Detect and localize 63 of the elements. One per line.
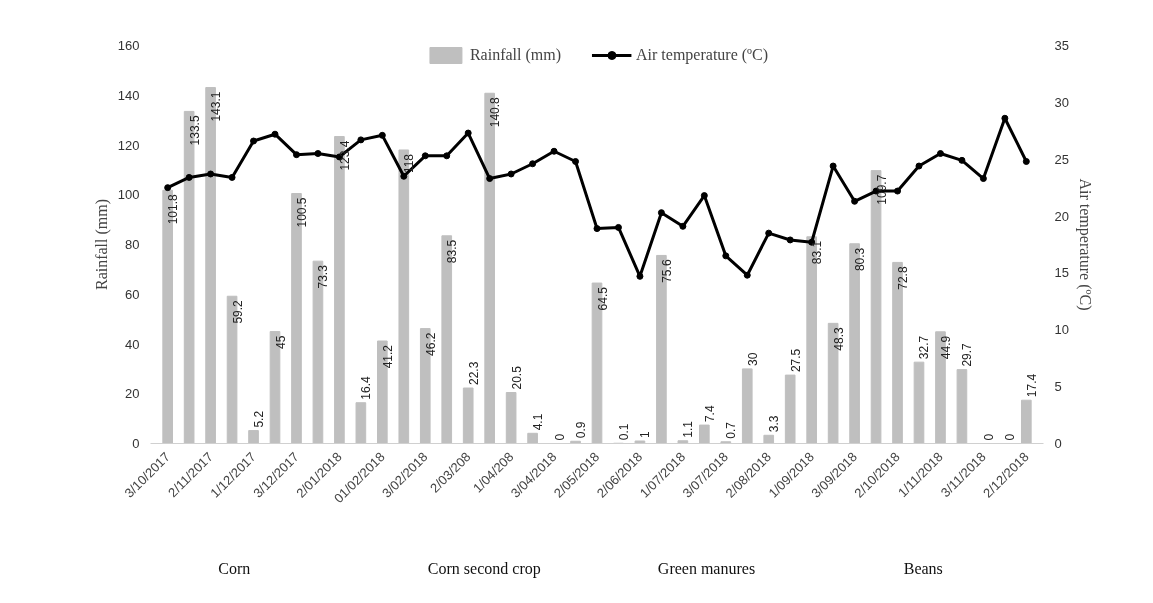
data-label: 143.1 xyxy=(209,91,224,122)
y-tick-label: 140 xyxy=(117,87,140,103)
data-label: 72.8 xyxy=(896,266,911,290)
data-label: 1 xyxy=(638,431,653,439)
data-label: 101.8 xyxy=(166,193,181,225)
data-label: 22.3 xyxy=(466,361,481,386)
data-label: 64.5 xyxy=(595,286,610,311)
data-label: 1.1 xyxy=(681,420,696,438)
data-label: 46.2 xyxy=(423,332,438,356)
data-label: 83.5 xyxy=(445,239,460,264)
data-label: 16.4 xyxy=(359,376,374,400)
data-label: 133.5 xyxy=(187,115,202,146)
data-label: 44.9 xyxy=(938,335,953,360)
data-label: 5.2 xyxy=(252,410,267,428)
y2-tick-label: 10 xyxy=(1054,322,1069,338)
y2-axis-title: Air temperature (ºC) xyxy=(1075,178,1094,311)
y-tick-label: 160 xyxy=(117,38,140,53)
y2-tick-label: 0 xyxy=(1054,436,1062,451)
y2-tick-label: 30 xyxy=(1054,94,1069,110)
y-tick-label: 20 xyxy=(125,386,140,402)
data-label: 80.3 xyxy=(853,247,868,272)
text: Corn xyxy=(218,560,251,577)
data-label: 75.6 xyxy=(659,259,674,283)
y2-tick-label: 15 xyxy=(1054,265,1069,281)
text: Green manures xyxy=(657,560,756,577)
y2-tick-label: 25 xyxy=(1054,151,1069,167)
data-label: 4.1 xyxy=(531,413,546,431)
text: Corn second crop xyxy=(427,560,541,578)
y2-tick-label: 5 xyxy=(1054,379,1062,395)
data-label: 0.9 xyxy=(574,421,589,439)
data-label: 83.1 xyxy=(810,240,825,265)
y2-tick-label: 35 xyxy=(1054,38,1069,53)
data-label: 7.4 xyxy=(702,405,717,423)
data-label: 48.3 xyxy=(831,327,846,351)
data-label: 20.5 xyxy=(509,365,524,390)
data-label: 30 xyxy=(745,352,760,366)
data-label: 73.3 xyxy=(316,264,331,289)
data-label: 27.5 xyxy=(788,348,803,373)
y-tick-label: 60 xyxy=(125,286,140,302)
data-label: 29.7 xyxy=(960,342,975,367)
legend-label: Rainfall (mm) xyxy=(469,46,562,64)
data-label: 32.7 xyxy=(917,335,932,360)
legend-label: Air temperature (ºC) xyxy=(636,46,769,64)
y-tick-label: 80 xyxy=(125,237,140,252)
data-label: 100.5 xyxy=(294,197,309,228)
y2-tick-label: 20 xyxy=(1054,208,1069,224)
data-label: 0 xyxy=(981,433,996,441)
y-tick-label: 100 xyxy=(117,187,140,203)
data-label: 0.7 xyxy=(724,421,739,439)
data-label: 140.8 xyxy=(488,96,503,128)
data-label: 0 xyxy=(1003,433,1018,441)
data-label: 17.4 xyxy=(1024,373,1039,398)
y-tick-label: 120 xyxy=(117,137,140,153)
text: Beans xyxy=(903,560,943,577)
data-label: 0 xyxy=(552,433,567,441)
data-label: 3.3 xyxy=(767,415,782,433)
data-label: 59.2 xyxy=(230,299,245,324)
data-label: 45 xyxy=(273,335,288,349)
y-tick-label: 0 xyxy=(132,436,140,451)
y-tick-label: 40 xyxy=(125,336,140,352)
data-label: 41.2 xyxy=(380,344,395,369)
data-label: 0.1 xyxy=(616,423,631,441)
y-axis-title: Rainfall (mm) xyxy=(92,198,111,291)
